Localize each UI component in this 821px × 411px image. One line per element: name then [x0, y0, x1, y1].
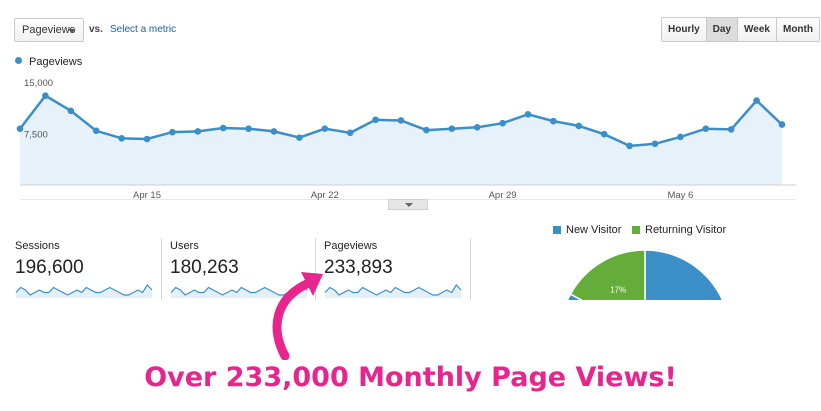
range-month-button[interactable]: Month: [776, 18, 819, 41]
stat-pageviews: Pageviews 233,893: [324, 240, 462, 300]
x-tick-label: Apr 29: [489, 190, 517, 200]
data-point[interactable]: [219, 124, 227, 132]
pie-legend-new: New Visitor: [553, 224, 621, 236]
divider: [161, 238, 162, 300]
data-point[interactable]: [118, 135, 125, 142]
series-area: [20, 95, 782, 185]
data-point[interactable]: [194, 128, 202, 135]
data-point[interactable]: [702, 125, 710, 132]
stat-value: 233,893: [324, 257, 393, 278]
data-point[interactable]: [753, 97, 760, 104]
chevron-down-icon: [68, 29, 76, 33]
date-range-toggle: Hourly Day Week Month: [661, 17, 820, 42]
pie-slice[interactable]: [560, 249, 730, 300]
y-tick-label: 15,000: [24, 78, 53, 89]
stat-sessions: Sessions 196,600: [15, 240, 153, 300]
sparkline-area: [325, 285, 461, 298]
legend-label: Returning Visitor: [645, 224, 727, 236]
data-point[interactable]: [550, 117, 557, 125]
range-hourly-button[interactable]: Hourly: [662, 18, 707, 41]
sparkline: [15, 284, 153, 298]
stat-value: 196,600: [15, 257, 84, 278]
visitor-pie-chart: 17%: [560, 249, 730, 300]
collapse-chart-handle[interactable]: [388, 199, 428, 210]
range-day-button[interactable]: Day: [706, 18, 739, 41]
data-point[interactable]: [169, 128, 176, 136]
sparkline-line: [15, 284, 153, 296]
data-point[interactable]: [143, 135, 151, 143]
stat-label: Sessions: [15, 240, 60, 252]
data-point[interactable]: [92, 127, 100, 135]
sparkline-area: [171, 285, 307, 298]
caption-text: Over 233,000 Monthly Page Views!: [144, 362, 677, 393]
legend-swatch: [632, 226, 640, 234]
series-dot-icon: [15, 57, 22, 64]
legend-label: New Visitor: [566, 224, 622, 236]
sparkline: [324, 284, 462, 298]
data-point[interactable]: [778, 121, 786, 128]
select-metric-link[interactable]: Select a metric: [110, 24, 177, 35]
sparkline-line: [170, 284, 308, 296]
data-point[interactable]: [321, 125, 329, 132]
data-point[interactable]: [42, 92, 49, 100]
stat-value: 180,263: [170, 257, 239, 278]
stat-users: Users 180,263: [170, 240, 308, 300]
data-point[interactable]: [16, 125, 24, 132]
data-point[interactable]: [67, 107, 75, 115]
x-tick-label: Apr 15: [133, 190, 161, 200]
sparkline-line: [324, 284, 462, 296]
curved-arrow-icon: [272, 272, 323, 360]
data-point[interactable]: [346, 129, 354, 137]
metric-select-value: Pageviews: [22, 24, 76, 36]
pie-slice[interactable]: [569, 249, 646, 300]
sparkline-area: [16, 285, 152, 298]
data-point[interactable]: [677, 133, 684, 141]
vs-label: vs.: [89, 24, 103, 35]
data-point[interactable]: [448, 125, 456, 132]
stat-label: Users: [170, 240, 199, 252]
data-point[interactable]: [626, 142, 633, 150]
metric-select[interactable]: Pageviews: [14, 18, 84, 42]
data-point[interactable]: [524, 110, 532, 118]
data-point[interactable]: [423, 126, 430, 134]
data-point[interactable]: [499, 119, 506, 127]
legend-series-label: Pageviews: [29, 56, 83, 68]
data-point[interactable]: [245, 125, 252, 132]
chart-legend: Pageviews: [15, 56, 82, 68]
sparkline: [170, 284, 308, 298]
legend-swatch: [553, 226, 561, 234]
pie-data-label: 17%: [610, 286, 626, 295]
divider: [315, 238, 316, 300]
data-point[interactable]: [600, 130, 608, 138]
data-point[interactable]: [397, 117, 405, 124]
divider: [470, 238, 471, 300]
data-point[interactable]: [270, 128, 278, 135]
pie-legend-returning: Returning Visitor: [632, 224, 726, 236]
chevron-down-icon: [405, 203, 413, 207]
data-point[interactable]: [296, 134, 303, 141]
stat-label: Pageviews: [324, 240, 378, 252]
pageviews-line-chart: 15,000 7,500 Apr 15 Apr 22 Apr 29 May 6: [16, 78, 796, 200]
data-point[interactable]: [575, 122, 583, 130]
data-point[interactable]: [473, 124, 481, 131]
data-point[interactable]: [727, 126, 735, 133]
y-tick-label: 7,500: [24, 130, 48, 141]
data-point[interactable]: [651, 140, 659, 148]
x-tick-label: Apr 22: [311, 190, 339, 200]
data-point[interactable]: [372, 116, 379, 124]
range-week-button[interactable]: Week: [738, 18, 777, 41]
x-tick-label: May 6: [667, 190, 693, 200]
